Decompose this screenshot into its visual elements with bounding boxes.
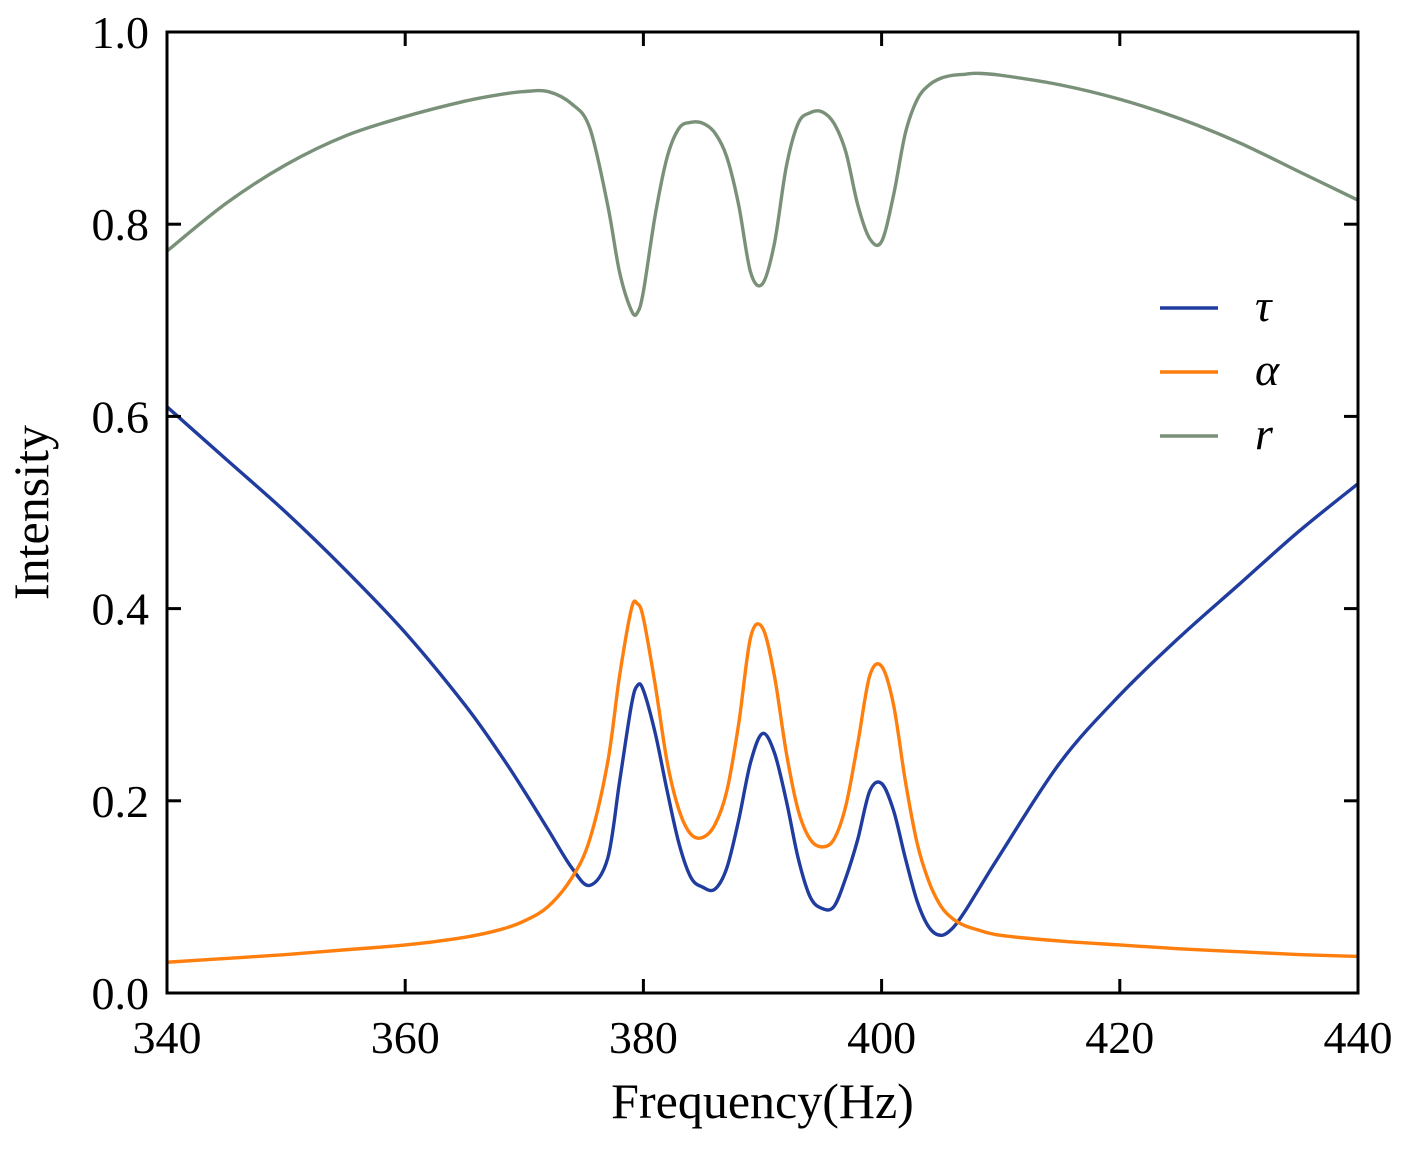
y-tick-label: 0.8 — [92, 199, 150, 250]
x-tick-label: 440 — [1324, 1012, 1393, 1063]
x-tick-label: 360 — [371, 1012, 440, 1063]
series-line-2 — [167, 71, 1358, 318]
legend: ταr — [1160, 280, 1280, 459]
x-axis-title: Frequency(Hz) — [611, 1073, 914, 1129]
x-tick-label: 340 — [133, 1012, 202, 1063]
y-tick-label: 0.4 — [92, 584, 150, 635]
x-tick-label: 400 — [847, 1012, 916, 1063]
x-tick-label: 420 — [1085, 1012, 1154, 1063]
y-tick-label: 0.6 — [92, 391, 150, 442]
x-tick-label: 380 — [609, 1012, 678, 1063]
series-layer — [167, 71, 1358, 964]
legend-label-2: r — [1255, 408, 1274, 459]
series-line-1 — [167, 599, 1358, 964]
legend-label-0: τ — [1255, 280, 1273, 331]
y-tick-label: 0.0 — [92, 968, 150, 1019]
y-axis-title: Intensity — [3, 425, 59, 600]
plot-frame — [165, 30, 1360, 995]
y-tick-label: 0.2 — [92, 776, 150, 827]
y-tick-label: 1.0 — [92, 7, 150, 58]
series-line-0 — [167, 405, 1358, 938]
axis-tick-labels: 340 360 380 400 420 440 0.0 0.2 0.4 0.6 0.8 1.0 — [92, 7, 1393, 1063]
axis-ticks — [165, 30, 1360, 995]
legend-label-1: α — [1255, 344, 1280, 395]
